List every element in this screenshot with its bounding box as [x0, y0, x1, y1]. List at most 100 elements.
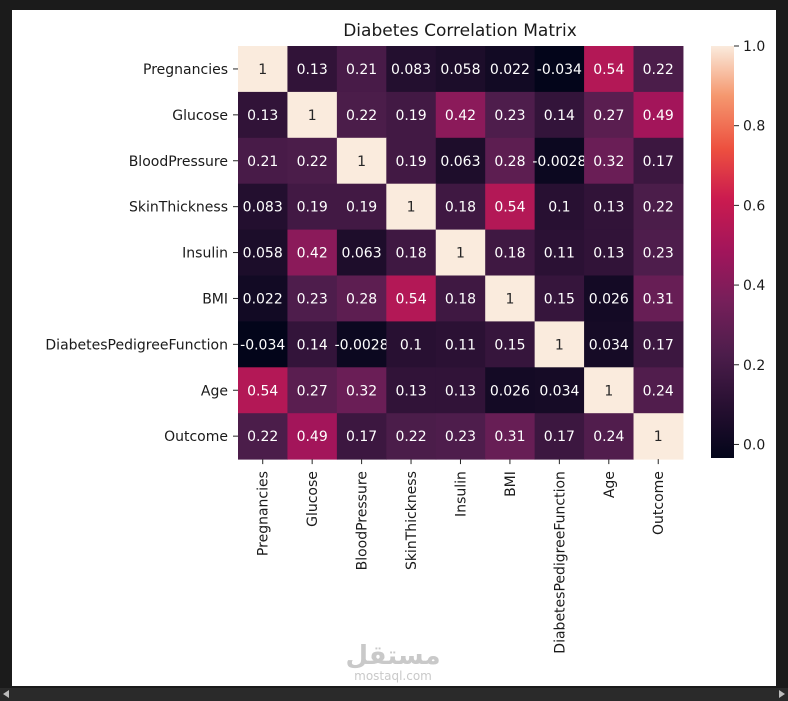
cell-annotation: 0.14 [297, 337, 328, 353]
cell-annotation: 0.18 [494, 246, 525, 262]
cell-annotation: 0.15 [544, 291, 575, 307]
cell-annotation: 1 [505, 291, 514, 307]
heatmap-cell [238, 91, 288, 139]
cell-annotation: 0.19 [395, 154, 426, 170]
cell-annotation: 0.13 [395, 383, 426, 399]
y-tick-label: Age [201, 383, 228, 399]
heatmap-cell [584, 91, 635, 139]
heatmap-cell [336, 413, 387, 460]
heatmap-cell [287, 183, 338, 231]
cell-annotation: 0.49 [643, 108, 674, 124]
watermark-site: mostaql.com [354, 669, 432, 683]
cell-annotation: 0.034 [589, 337, 629, 353]
cell-annotation: 0.24 [643, 383, 674, 399]
heatmap-cell [435, 367, 486, 414]
heatmap-cell [386, 321, 437, 368]
heatmap-cell [435, 137, 486, 185]
cell-annotation: 0.083 [243, 200, 283, 216]
cell-annotation: 0.13 [445, 383, 476, 399]
colorbar-tick-label: 0.2 [743, 358, 765, 374]
x-tick-label: Glucose [305, 471, 321, 527]
chart-title: Diabetes Correlation Matrix [343, 21, 577, 41]
cell-annotation: 0.28 [346, 291, 377, 307]
heatmap-cell [386, 229, 437, 276]
cell-annotation: -0.0028 [532, 154, 586, 170]
heatmap-cell [238, 275, 288, 322]
scroll-left-arrow-icon[interactable] [3, 690, 9, 698]
heatmap-cell [336, 275, 387, 322]
cell-annotation: 0.31 [643, 291, 674, 307]
cell-annotation: 1 [456, 246, 465, 262]
y-tick-label: BloodPressure [129, 154, 228, 170]
heatmap-cell [485, 275, 536, 322]
heatmap-cell [287, 413, 338, 460]
heatmap-cell [633, 183, 684, 231]
cell-annotation: 0.18 [445, 291, 476, 307]
heatmap-cell [534, 275, 585, 322]
cell-annotation: 0.22 [346, 108, 377, 124]
cell-annotation: 0.32 [346, 383, 377, 399]
cell-annotation: 0.28 [494, 154, 525, 170]
cell-annotation: 0.21 [247, 154, 278, 170]
heatmap-cell [584, 229, 635, 276]
cell-annotation: 0.54 [593, 62, 624, 78]
heatmap-cell [534, 229, 585, 276]
cell-annotation: 0.034 [539, 383, 579, 399]
heatmap-cell [386, 46, 437, 93]
colorbar-tick-label: 1.0 [743, 39, 765, 55]
cell-annotation: 0.026 [490, 383, 530, 399]
cell-annotation: 0.27 [593, 108, 624, 124]
cell-annotation: 0.063 [342, 246, 382, 262]
cell-annotation: 0.49 [297, 429, 328, 445]
heatmap-cell [584, 321, 635, 368]
heatmap-cell [534, 321, 585, 368]
cell-annotation: 0.063 [440, 154, 480, 170]
cell-annotation: 0.13 [593, 200, 624, 216]
cell-annotation: 0.22 [643, 200, 674, 216]
heatmap-cell [336, 367, 387, 414]
cell-annotation: 0.058 [243, 246, 283, 262]
cell-annotation: 0.24 [593, 429, 624, 445]
heatmap-cell [584, 183, 635, 231]
colorbar-tick-label: 0.8 [743, 119, 765, 135]
x-tick-label: Age [602, 471, 618, 498]
colorbar [711, 46, 734, 458]
heatmap-cell [336, 229, 387, 276]
heatmap-cell [238, 229, 288, 276]
cell-annotation: 0.15 [494, 337, 525, 353]
heatmap-cell [485, 183, 536, 231]
heatmap-cell [633, 229, 684, 276]
cell-annotation: 0.54 [395, 291, 426, 307]
cell-annotation: 1 [407, 200, 416, 216]
cell-annotation: 0.54 [247, 383, 278, 399]
colorbar-tick-label: 0.6 [743, 198, 765, 214]
heatmap-cell [336, 46, 387, 93]
y-tick-label: DiabetesPedigreeFunction [45, 337, 228, 353]
scroll-right-arrow-icon[interactable] [779, 690, 785, 698]
heatmap-cell [435, 91, 486, 139]
cell-annotation: 0.13 [247, 108, 278, 124]
cell-annotation: 1 [357, 154, 366, 170]
horizontal-scrollbar[interactable] [0, 688, 788, 701]
cell-annotation: 1 [308, 108, 317, 124]
heatmap-cell [336, 183, 387, 231]
x-tick-label: DiabetesPedigreeFunction [552, 471, 568, 654]
y-tick-label: Outcome [164, 429, 228, 445]
heatmap-cell [336, 321, 387, 368]
cell-annotation: 0.19 [395, 108, 426, 124]
cell-annotation: 0.32 [593, 154, 624, 170]
heatmap-cell [534, 91, 585, 139]
heatmap-cell [386, 183, 437, 231]
cell-annotation: 0.083 [391, 62, 431, 78]
cell-annotation: 0.026 [589, 291, 629, 307]
x-tick-label: BloodPressure [355, 471, 371, 570]
heatmap-cell [534, 367, 585, 414]
cell-annotation: 0.21 [346, 62, 377, 78]
cell-annotation: 0.22 [247, 429, 278, 445]
cell-annotation: -0.0028 [335, 337, 389, 353]
cell-annotation: 0.22 [643, 62, 674, 78]
heatmap-cell [386, 367, 437, 414]
heatmap-cell [534, 137, 585, 185]
heatmap-cell [633, 46, 684, 93]
